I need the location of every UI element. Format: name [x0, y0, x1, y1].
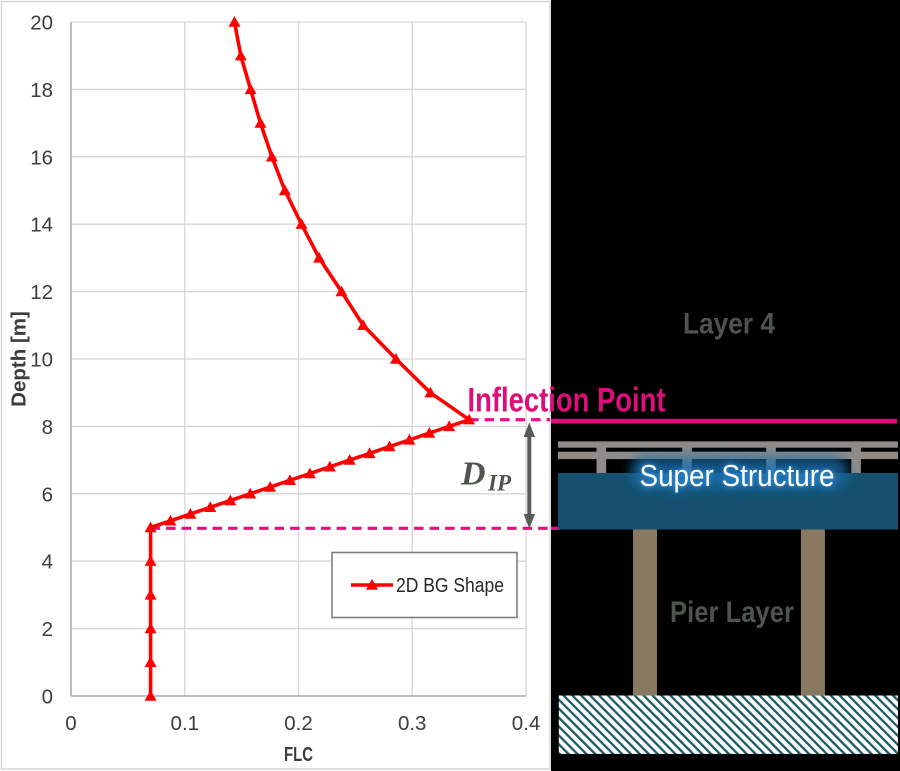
svg-text:0: 0 — [65, 712, 76, 735]
svg-text:0.1: 0.1 — [171, 712, 200, 735]
svg-text:8: 8 — [42, 416, 53, 439]
svg-text:0.3: 0.3 — [398, 712, 427, 735]
svg-text:Layer 4: Layer 4 — [683, 308, 775, 341]
svg-text:Super Structure: Super Structure — [640, 458, 835, 493]
svg-text:4: 4 — [42, 551, 53, 574]
svg-text:2: 2 — [42, 618, 53, 641]
svg-text:16: 16 — [30, 146, 53, 169]
svg-text:14: 14 — [30, 214, 53, 237]
svg-text:D: D — [460, 456, 486, 493]
svg-text:6: 6 — [42, 483, 53, 506]
svg-text:12: 12 — [30, 281, 53, 304]
svg-text:0.2: 0.2 — [284, 712, 313, 735]
svg-text:18: 18 — [30, 79, 53, 102]
svg-text:20: 20 — [30, 12, 53, 35]
svg-text:Depth [m]: Depth [m] — [8, 311, 31, 407]
svg-text:IP: IP — [487, 471, 512, 496]
svg-text:10: 10 — [30, 349, 53, 372]
svg-text:0.4: 0.4 — [512, 712, 541, 735]
svg-text:Pier Layer: Pier Layer — [670, 596, 794, 629]
svg-text:FLC: FLC — [284, 743, 313, 766]
svg-text:2D BG Shape: 2D BG Shape — [396, 575, 504, 597]
svg-text:0: 0 — [42, 686, 53, 709]
svg-text:Inflection Point: Inflection Point — [468, 382, 666, 420]
